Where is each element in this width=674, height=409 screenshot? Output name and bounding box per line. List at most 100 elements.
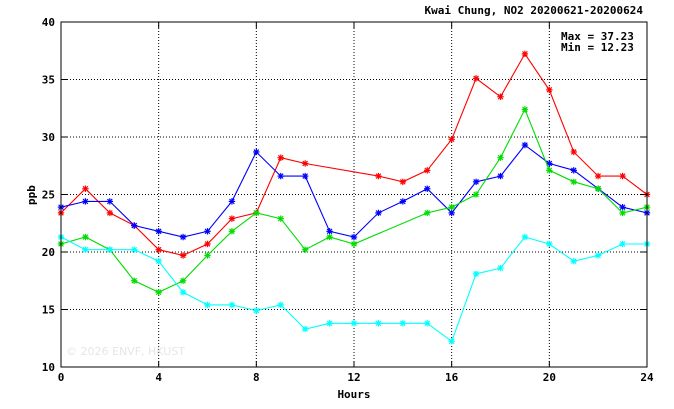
y-tick-label: 10 — [42, 361, 55, 374]
data-point — [301, 246, 309, 253]
x-tick-label: 8 — [253, 371, 260, 384]
y-axis-title: ppb — [25, 185, 38, 205]
x-axis-title: Hours — [337, 388, 370, 401]
data-point — [570, 178, 577, 186]
data-point — [546, 240, 553, 248]
x-tick-label: 24 — [640, 371, 654, 384]
data-point — [619, 203, 626, 211]
data-point — [228, 301, 236, 309]
x-tick-label: 12 — [347, 371, 360, 384]
data-point — [106, 209, 114, 217]
data-point — [594, 172, 602, 180]
data-point — [399, 320, 407, 327]
data-point — [472, 270, 480, 278]
axis-ticks — [60, 21, 648, 368]
y-tick-label: 30 — [42, 131, 55, 144]
data-point — [594, 252, 602, 259]
data-point — [448, 136, 455, 143]
data-point — [424, 320, 431, 327]
data-point — [179, 233, 187, 241]
data-point — [350, 320, 358, 327]
data-point — [497, 264, 504, 272]
data-point — [619, 209, 626, 217]
data-point — [82, 246, 89, 253]
data-point — [350, 240, 358, 248]
data-point — [82, 233, 89, 241]
y-tick-label: 35 — [42, 74, 55, 87]
grid-lines — [61, 22, 647, 367]
data-point — [204, 240, 211, 248]
data-point — [277, 215, 284, 222]
data-point — [277, 301, 284, 309]
data-point — [399, 178, 407, 186]
y-tick-label: 25 — [42, 189, 55, 202]
x-tick-label: 20 — [543, 371, 556, 384]
data-point — [546, 167, 553, 174]
series-layer — [57, 50, 651, 345]
data-point — [155, 289, 162, 296]
data-point — [301, 325, 309, 333]
data-point — [326, 233, 333, 241]
data-point — [497, 172, 504, 180]
data-point — [131, 246, 138, 253]
data-point — [570, 148, 577, 156]
data-point — [424, 167, 431, 174]
series-4 — [57, 233, 651, 345]
data-point — [619, 240, 626, 248]
data-point — [106, 198, 114, 205]
data-point — [399, 198, 407, 205]
chart-title: Kwai Chung, NO2 20200621-20200624 — [424, 4, 643, 17]
data-point — [155, 228, 162, 235]
data-point — [619, 172, 626, 180]
data-point — [106, 246, 114, 253]
data-point — [326, 320, 333, 327]
axis-tick-labels: 0 4 8 12 16 20 24 10 15 20 25 30 35 40 — [42, 16, 654, 384]
data-point — [277, 172, 284, 180]
data-point — [448, 209, 455, 217]
data-point — [448, 338, 455, 345]
data-point — [521, 50, 529, 58]
data-point — [131, 222, 138, 229]
data-point — [424, 209, 431, 217]
y-tick-label: 15 — [42, 304, 55, 317]
data-point — [424, 185, 431, 192]
data-point — [570, 258, 577, 265]
series-2 — [57, 141, 651, 241]
data-point — [253, 209, 260, 217]
data-point — [375, 172, 382, 180]
data-point — [594, 185, 602, 192]
data-point — [472, 178, 480, 186]
data-point — [155, 258, 162, 265]
data-point — [179, 252, 187, 259]
data-point — [179, 289, 187, 296]
x-tick-label: 0 — [58, 371, 65, 384]
data-point — [350, 233, 358, 241]
x-tick-label: 4 — [155, 371, 162, 384]
data-point — [82, 198, 89, 205]
watermark: © 2026 ENVF, HKUST — [66, 345, 185, 358]
data-point — [546, 86, 553, 94]
data-point — [497, 154, 504, 161]
data-point — [82, 185, 89, 192]
min-stat: Min = 12.23 — [561, 41, 634, 54]
data-point — [521, 141, 529, 149]
data-point — [131, 277, 138, 284]
data-point — [228, 198, 236, 205]
data-point — [497, 93, 504, 100]
y-tick-label: 40 — [42, 16, 55, 29]
data-point — [179, 277, 187, 284]
x-tick-label: 16 — [445, 371, 459, 384]
data-point — [570, 167, 577, 174]
data-point — [204, 301, 211, 309]
data-point — [301, 172, 309, 180]
data-point — [375, 320, 382, 327]
max-stat: Max = 37.23 — [561, 30, 634, 43]
data-point — [228, 215, 236, 222]
data-point — [472, 191, 480, 198]
data-point — [521, 106, 529, 113]
data-point — [228, 228, 236, 235]
data-point — [155, 246, 162, 253]
series-3 — [57, 106, 651, 296]
data-point — [253, 307, 260, 314]
